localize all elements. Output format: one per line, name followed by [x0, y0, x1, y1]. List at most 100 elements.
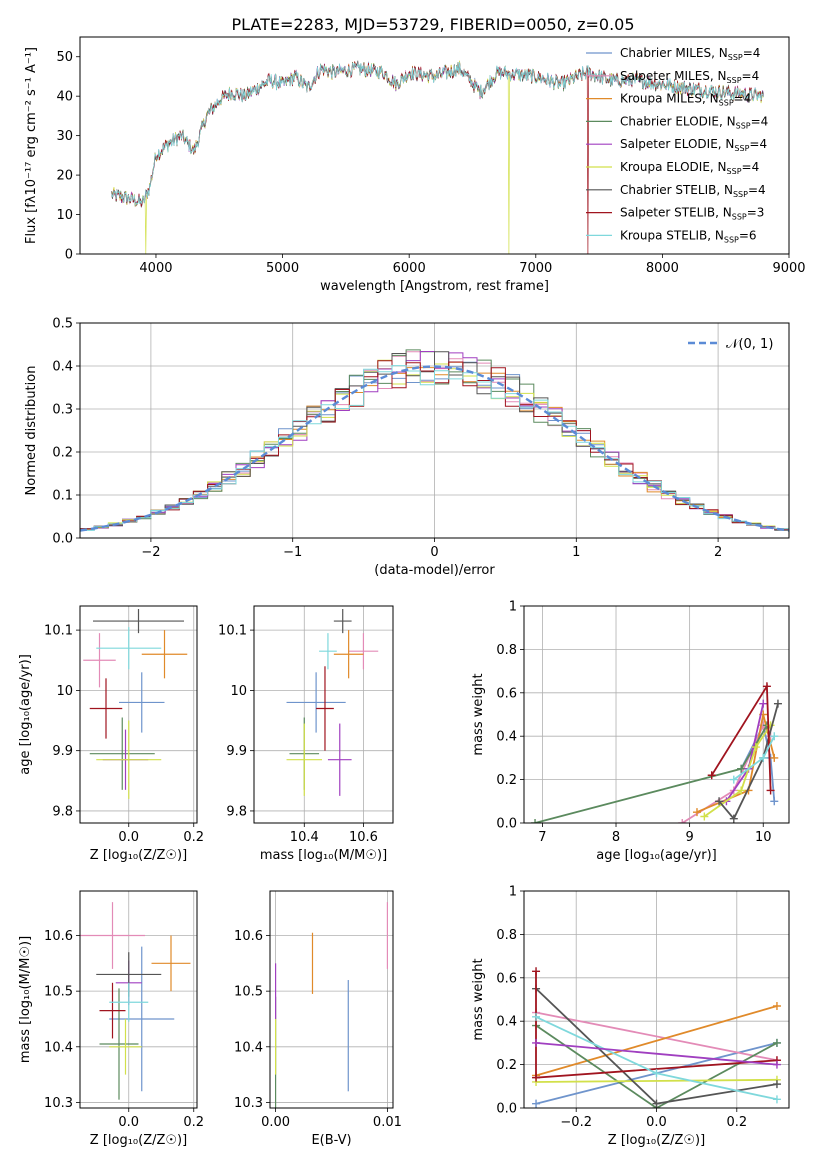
y-tick-label: 50	[56, 50, 73, 65]
weight-marker	[531, 819, 540, 823]
weight-marker	[773, 699, 782, 708]
x-axis-label: wavelength [Angstrom, rest frame]	[320, 279, 549, 294]
weight-marker	[772, 1095, 781, 1104]
y-tick-label: 10.1	[218, 624, 247, 639]
y-tick-label: 9.8	[52, 804, 73, 819]
legend-label: 𝒩(0, 1)	[726, 337, 773, 352]
plot-area	[532, 967, 781, 1108]
x-tick-label: 6000	[393, 261, 426, 276]
weight-marker	[532, 1038, 541, 1047]
y-tick-label: 0.0	[52, 532, 73, 547]
x-axis-label: Z [log₁₀(Z/Z☉)]	[90, 848, 187, 863]
errorbar-point-8	[319, 633, 337, 670]
weight-marker	[770, 797, 779, 806]
y-axis-label: mass weight	[471, 673, 486, 755]
x-tick-label: 10	[755, 830, 772, 845]
y-tick-label: 10.6	[44, 929, 73, 944]
x-tick-label: 0	[430, 545, 438, 560]
plot-area	[286, 609, 379, 796]
y-tick-label: 10.5	[234, 985, 263, 1000]
x-tick-label: 0.0	[646, 1115, 667, 1130]
x-tick-label: 7	[538, 830, 546, 845]
y-tick-label: 10	[56, 684, 73, 699]
y-tick-label: 0.6	[496, 686, 517, 701]
x-tick-label: 9	[685, 830, 693, 845]
weight-marker	[766, 786, 775, 795]
y-tick-label: 30	[56, 129, 73, 144]
panel-mass_vs_ebv: 0.00 0.01 10.3 10.4 10.5 10.6 E(B-V)	[234, 890, 402, 1148]
errorbar-point-2	[151, 935, 191, 992]
y-axis-label: age [log₁₀(age/yr)]	[18, 654, 33, 775]
legend-label: Chabrier STELIB, NSSP=4	[620, 183, 766, 199]
axes-frame	[79, 605, 198, 824]
x-tick-label: −2	[141, 545, 160, 560]
errorbar-point-7	[99, 982, 126, 1039]
x-tick-label: −1	[283, 545, 302, 560]
axes-frame	[523, 605, 790, 824]
y-tick-label: 0.4	[52, 360, 73, 375]
y-tick-label: 10	[230, 684, 247, 699]
weight-line-4	[535, 1042, 778, 1066]
x-tick-label: −0.2	[560, 1115, 592, 1130]
y-tick-label: 0.0	[496, 817, 517, 832]
errorbar-point-8	[96, 627, 162, 670]
weight-marker	[759, 699, 768, 708]
y-tick-label: 10.1	[44, 624, 73, 639]
weight-marker	[772, 1038, 781, 1047]
x-tick-label: 8	[612, 830, 620, 845]
panel-weight_vs_Z: −0.2 0.0 0.2 0.0 0.2 0.4 0.6 0.8 1 Z [log₁₀(Z/Z☉)…	[471, 885, 790, 1148]
y-axis-label: mass [log₁₀(M/M☉)]	[18, 936, 33, 1063]
y-axis-label: Normed distribution	[24, 366, 39, 496]
y-tick-label: 0.6	[496, 971, 517, 986]
y-tick-label: 1	[509, 885, 517, 900]
weight-marker	[729, 775, 738, 784]
errorbar-point-0	[286, 672, 346, 733]
panel-spectrum: 4000 5000 6000 7000 8000 9000 0 10 20 30 40 50 wavel…	[24, 36, 806, 294]
y-tick-label: 0.3	[52, 403, 73, 418]
y-tick-label: 10.6	[234, 929, 263, 944]
weight-marker	[700, 812, 709, 821]
y-tick-label: 0.2	[496, 773, 517, 788]
errorbar-point-4	[327, 723, 352, 796]
y-tick-label: 0	[65, 248, 73, 263]
x-tick-label: 0.2	[726, 1115, 747, 1130]
normal-reference-curve	[80, 365, 789, 532]
weight-marker	[715, 797, 724, 806]
errorbar-point-0	[109, 946, 175, 1092]
panel-residuals: −2 −1 0 1 2 0.0 0.1 0.2 0.3 0.4 0.5 (data-model)/er…	[24, 317, 790, 578]
errorbar-point-6	[93, 609, 184, 634]
legend-label: Salpeter MILES, NSSP=4	[620, 69, 759, 85]
legend-label: Kroupa MILES, NSSP=4	[620, 92, 751, 108]
spectrum-legend: Chabrier MILES, NSSP=4 Salpeter MILES, NS…	[586, 46, 768, 244]
weight-marker	[770, 732, 779, 741]
errorbar-point-3	[89, 717, 155, 790]
x-tick-label: 8000	[646, 261, 679, 276]
legend-label: Kroupa STELIB, NSSP=6	[620, 228, 757, 244]
weight-line-2	[535, 1005, 778, 1077]
x-tick-label: 4000	[139, 261, 172, 276]
y-tick-label: 9.9	[52, 744, 73, 759]
y-tick-label: 20	[56, 169, 73, 184]
errorbar-point-7	[316, 666, 334, 751]
weight-marker	[532, 1012, 541, 1021]
weight-line-1	[535, 1011, 778, 1062]
plot-area	[274, 902, 389, 1108]
y-tick-label: 10.5	[44, 985, 73, 1000]
weight-marker	[762, 682, 771, 691]
errorbar-point-6	[333, 609, 352, 634]
weight-marker	[532, 1073, 541, 1082]
errorbar-point-5	[109, 1018, 142, 1075]
legend-label: Kroupa ELODIE, NSSP=4	[620, 160, 759, 176]
x-axis-label: mass [log₁₀(M/M☉)]	[260, 848, 387, 863]
x-tick-label: 0.0	[118, 1115, 139, 1130]
weight-line-6	[718, 703, 779, 821]
x-tick-label: 0.2	[183, 1115, 204, 1130]
errorbar-point-0	[119, 672, 165, 733]
weight-marker	[652, 1099, 661, 1108]
errorbar-point-5	[96, 720, 162, 799]
y-tick-label: 10.3	[44, 1096, 73, 1111]
y-tick-label: 0.8	[496, 928, 517, 943]
x-tick-label: 0.0	[118, 830, 139, 845]
errorbar-point-8	[109, 982, 149, 1022]
